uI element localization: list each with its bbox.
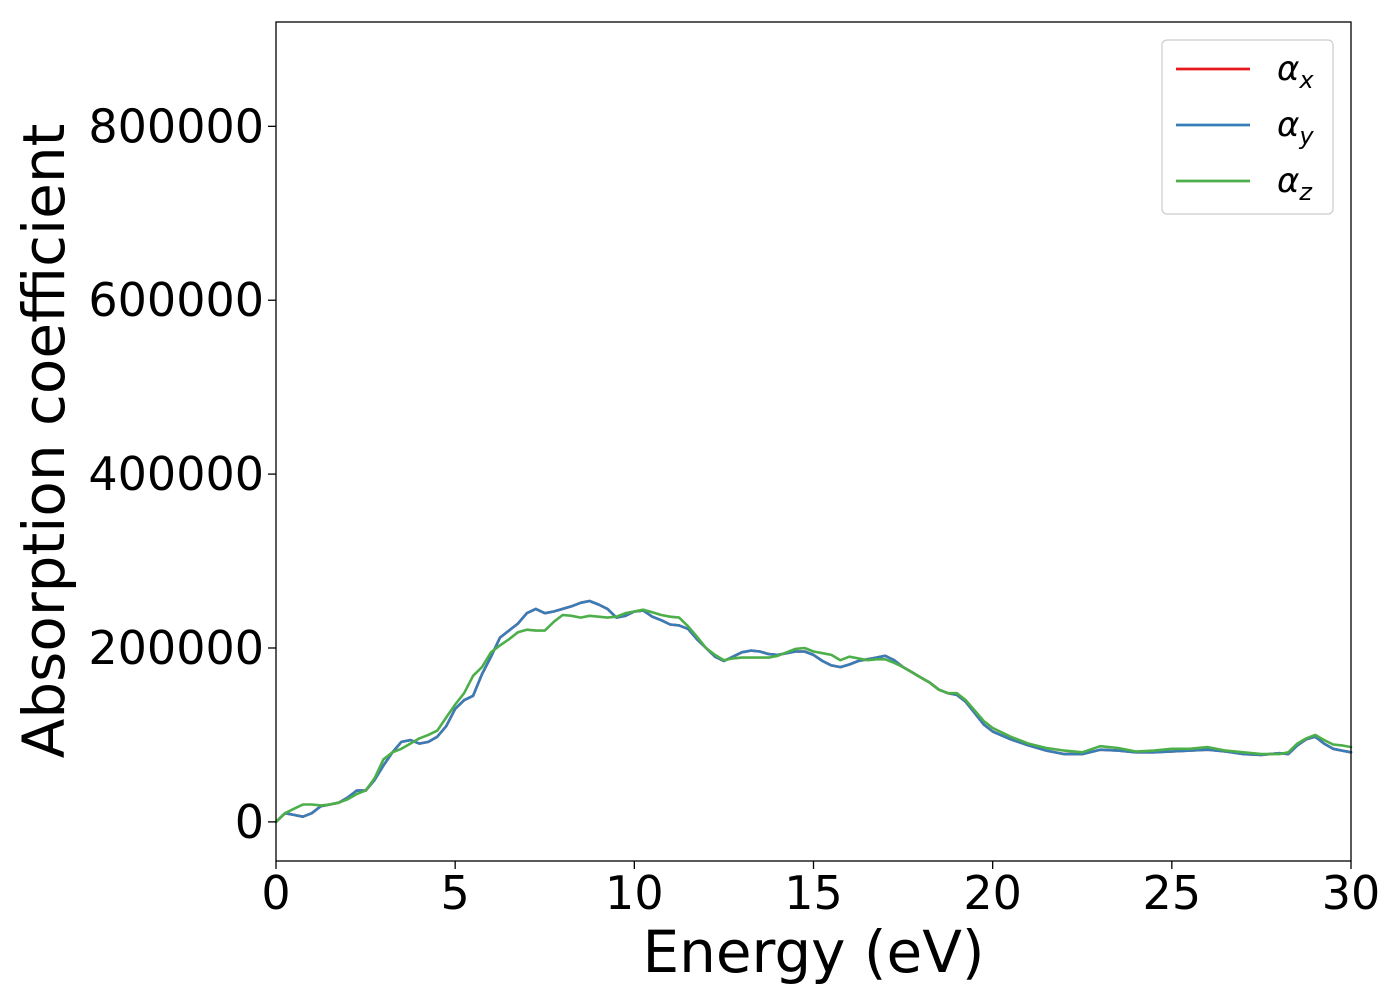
series-layer: [274, 599, 1353, 824]
y-tick-label: 0: [235, 795, 264, 849]
series-line-y: [274, 599, 1353, 824]
x-tick-label: 5: [441, 866, 470, 920]
y-tick-label: 600000: [88, 273, 264, 327]
series-line-z: [274, 608, 1353, 824]
x-axis-ticks: 0 5 10 15 20 25 30: [261, 861, 1380, 920]
y-tick-label: 400000: [88, 447, 264, 501]
x-tick-label: 20: [963, 866, 1022, 920]
y-tick-label: 800000: [88, 99, 264, 153]
legend-label-z: αz: [1277, 161, 1313, 206]
x-axis-label: Energy (eV): [642, 918, 984, 986]
x-tick-label: 15: [784, 866, 843, 920]
legend-label-x: αx: [1277, 49, 1314, 94]
y-axis-ticks: 0 200000 400000 600000 800000: [88, 99, 276, 849]
x-tick-label: 10: [605, 866, 664, 920]
legend-box: [1161, 39, 1334, 215]
x-tick-label: 25: [1143, 866, 1202, 920]
legend: αx αy αz: [1161, 39, 1334, 215]
x-tick-label: 0: [261, 866, 290, 920]
y-axis-label: Absorption coefficient: [10, 124, 78, 759]
x-tick-label: 30: [1322, 866, 1381, 920]
y-tick-label: 200000: [88, 621, 264, 675]
legend-label-y: αy: [1277, 105, 1314, 150]
series-line-x: [274, 599, 1353, 824]
